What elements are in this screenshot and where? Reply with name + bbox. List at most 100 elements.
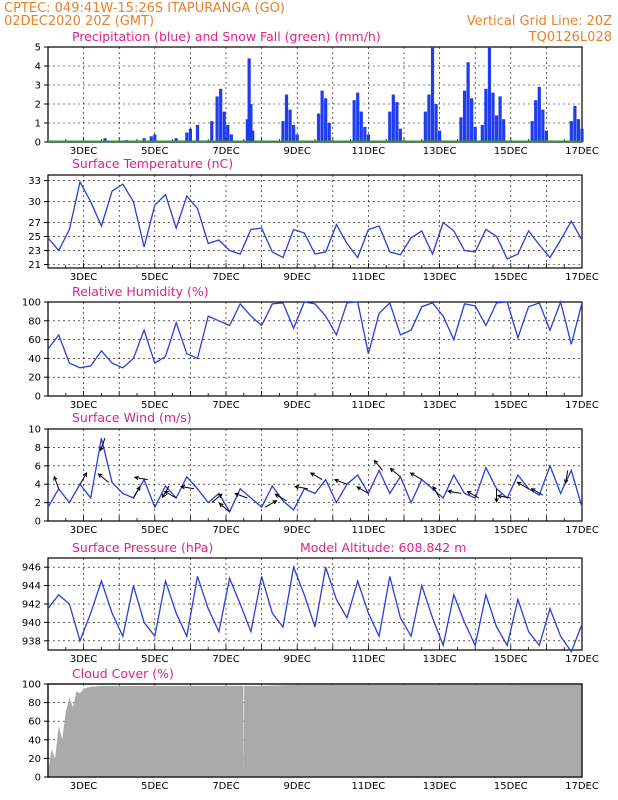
panel-title-wind: Surface Wind (m/s) (72, 410, 192, 425)
y-tick-label: 6 (35, 461, 41, 472)
precip-bar (395, 102, 399, 142)
wind-vector-shaft (100, 438, 106, 451)
x-tick-label: 15DEC (494, 146, 528, 157)
precip-bar (359, 111, 363, 142)
precip-bar (580, 128, 584, 142)
precip-bar (530, 121, 534, 142)
precip-bar (544, 130, 548, 142)
x-tick-label: 5DEC (141, 654, 168, 665)
wind-vector-head (309, 472, 315, 477)
precip-bar (356, 92, 360, 142)
x-tick-label: 15DEC (494, 272, 528, 283)
precip-bar (462, 90, 467, 142)
wind-vector-shaft (497, 495, 511, 499)
y-tick-label: 0 (35, 517, 41, 528)
x-tick-label: 11DEC (352, 146, 386, 157)
y-tick-label: 0 (35, 138, 41, 149)
x-tick-label: 7DEC (212, 400, 239, 411)
precip-bar (576, 119, 581, 142)
wind-vector-head (530, 488, 536, 493)
y-tick-label: 40 (28, 354, 41, 365)
y-tick-label: 5 (35, 43, 41, 54)
wind-vector-head (293, 484, 300, 490)
precip-bar (487, 47, 492, 142)
panel-frame-overlay (47, 683, 583, 778)
x-tick-label: 11DEC (352, 654, 386, 665)
panel-title-temperature: Surface Temperature (nC) (72, 156, 233, 171)
y-tick-label: 946 (22, 563, 41, 574)
precip-bar (281, 121, 285, 142)
precip-bar (324, 98, 328, 142)
wind-vector-shaft (211, 493, 223, 503)
precip-bar (103, 138, 107, 142)
x-tick-label: 7DEC (212, 525, 239, 536)
x-tick-label: 5DEC (141, 525, 168, 536)
y-tick-label: 0 (35, 773, 41, 784)
wind-vector-head (447, 489, 453, 494)
precip-bar (466, 62, 470, 143)
x-tick-label: 5DEC (141, 272, 168, 283)
precip-bar (149, 136, 153, 142)
wind-vector-shaft (565, 470, 569, 484)
header-left-line1: CPTEC: 049:41W-15:26S ITAPURANGA (GO) (4, 1, 285, 16)
panel-frame (47, 301, 583, 397)
panel-title-cloud: Cloud Cover (%) (72, 666, 174, 681)
wind-vector-shaft (390, 468, 401, 478)
wind-vector (79, 471, 88, 485)
x-tick-label: 17DEC (565, 525, 599, 536)
y-tick-label: 20 (28, 373, 41, 384)
wind-vector (447, 489, 462, 494)
x-tick-label: 9DEC (284, 400, 311, 411)
x-tick-label: 3DEC (70, 781, 97, 792)
wind-vector (389, 467, 401, 478)
y-tick-label: 10 (28, 425, 41, 436)
x-tick-label: 13DEC (423, 146, 457, 157)
wind-vector-head (373, 459, 379, 465)
x-tick-label: 9DEC (284, 654, 311, 665)
y-tick-label: 30 (28, 197, 41, 208)
precip-bar (226, 124, 230, 142)
panel-title-humidity: Relative Humidity (%) (72, 284, 209, 299)
precip-bar (391, 94, 395, 142)
wind-vector-head (274, 493, 280, 498)
wind-vector-head (234, 492, 240, 497)
wind-vector-shaft (164, 491, 177, 499)
precip-bar (534, 100, 538, 142)
y-tick-label: 80 (28, 316, 41, 327)
wind-vector-head (161, 493, 167, 499)
wind-vector-head (563, 479, 569, 485)
precip-bar (327, 123, 331, 142)
x-tick-label: 11DEC (352, 272, 386, 283)
wind-vector-shaft (98, 473, 109, 483)
precip-bar (352, 100, 356, 142)
wind-vector (293, 484, 308, 490)
wind-vector (373, 459, 384, 471)
precip-bar (434, 104, 438, 142)
pressure-model-altitude: Model Altitude: 608.842 m (300, 540, 466, 555)
wind-vector-head (82, 471, 88, 477)
precip-bar (219, 88, 223, 142)
wind-vector-head (180, 484, 186, 490)
y-tick-label: 3 (35, 81, 41, 92)
wind-vector (211, 493, 223, 503)
wind-vector-head (496, 494, 502, 499)
precip-bar (430, 47, 435, 142)
wind-vector-shaft (133, 486, 141, 499)
wind-vector (97, 473, 109, 483)
x-tick-label: 7DEC (212, 654, 239, 665)
precip-bar (470, 98, 474, 142)
wind-vector-shaft (531, 488, 544, 496)
wind-vector (356, 486, 369, 494)
x-tick-label: 7DEC (212, 781, 239, 792)
y-tick-label: 2 (35, 100, 41, 111)
wind-vector (53, 475, 60, 489)
wind-vector-head (163, 490, 169, 496)
wind-vector (234, 492, 248, 499)
y-tick-label: 60 (28, 335, 41, 346)
precip-bar (366, 134, 370, 142)
precip-bar (142, 138, 146, 142)
x-tick-label: 5DEC (141, 400, 168, 411)
precip-bar (498, 96, 502, 142)
precip-bar (247, 58, 251, 142)
